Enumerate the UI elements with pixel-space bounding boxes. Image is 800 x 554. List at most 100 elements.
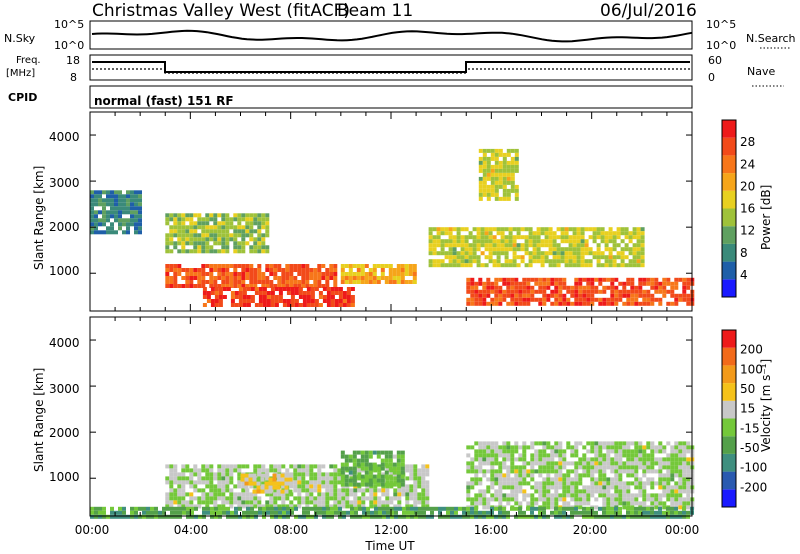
power-cell [578, 297, 583, 302]
power-cell [590, 289, 595, 294]
velocity-cell [337, 468, 342, 473]
power-cell [173, 284, 178, 288]
velocity-cell [273, 464, 278, 469]
power-cell [436, 239, 441, 244]
velocity-cell [478, 497, 483, 502]
velocity-cell [666, 497, 671, 502]
power-cell [286, 287, 291, 291]
velocity-cell [280, 477, 285, 482]
power-cell [500, 247, 505, 252]
power-cell [90, 202, 94, 207]
power-cell [564, 239, 569, 244]
power-cell [478, 184, 483, 189]
nsky-series [91, 29, 693, 43]
power-cell [400, 264, 405, 268]
velocity-cell [546, 514, 550, 519]
power-cell [484, 227, 489, 232]
power-cell [376, 276, 381, 280]
velocity-cell [454, 514, 458, 519]
power-cell [626, 301, 631, 306]
velocity-cell [666, 481, 671, 486]
power-cell [261, 217, 266, 222]
velocity-cell [154, 514, 158, 519]
velocity-cell [385, 480, 390, 485]
power-cell [344, 264, 349, 268]
power-cell [488, 243, 493, 248]
velocity-cell [610, 501, 615, 506]
power-cell [90, 214, 94, 219]
power-cell [428, 251, 433, 256]
power-cell [241, 241, 246, 246]
power-cell [448, 227, 453, 232]
velocity-cell [341, 496, 346, 501]
power-cell [277, 264, 282, 268]
power-cell [564, 247, 569, 252]
velocity-cell [530, 501, 535, 506]
velocity-cell [98, 510, 102, 515]
power-cell [514, 196, 519, 201]
velocity-cell [614, 465, 619, 470]
velocity-cell [340, 474, 345, 479]
power-cell [173, 233, 178, 238]
power-cell [650, 293, 655, 298]
power-ytick-2000: 2000 [49, 220, 80, 234]
velocity-cell [248, 477, 253, 482]
velocity-cell [478, 449, 483, 454]
power-cell [181, 233, 186, 238]
power-cell [528, 263, 533, 268]
velocity-cell [278, 510, 282, 515]
power-cell [642, 297, 647, 302]
velocity-cell [384, 470, 389, 475]
velocity-cell [276, 473, 281, 478]
power-cell [94, 198, 98, 203]
velocity-cell [506, 457, 511, 462]
velocity-cell [193, 468, 198, 473]
velocity-cell [562, 453, 567, 458]
power-cell [488, 259, 493, 264]
velocity-cell [494, 506, 498, 511]
velocity-cell [321, 472, 326, 477]
velocity-cell [618, 457, 623, 462]
velocity-cell [282, 510, 286, 515]
power-cell [502, 196, 507, 201]
power-cell [596, 255, 601, 260]
velocity-cell [333, 500, 338, 505]
velocity-cell [674, 457, 679, 462]
power-cell [189, 217, 194, 222]
velocity-cell [642, 493, 647, 498]
velocity-cell [392, 462, 397, 467]
velocity-cell [630, 469, 635, 474]
power-cell [480, 243, 485, 248]
velocity-cell [193, 484, 198, 489]
power-cell [265, 249, 270, 254]
power-cell [258, 295, 263, 299]
velocity-cell [602, 481, 607, 486]
power-cell [640, 259, 645, 264]
power-cell [640, 255, 645, 260]
velocity-cell [334, 510, 338, 515]
power-cell [444, 251, 449, 256]
velocity-cell [502, 465, 507, 470]
velocity-cell [614, 514, 618, 519]
velocity-swatch [722, 418, 736, 437]
power-cell [177, 241, 182, 246]
velocity-cell [498, 497, 503, 502]
power-cell [686, 281, 691, 286]
power-cell [213, 233, 218, 238]
velocity-cell [610, 449, 615, 454]
power-cell [193, 237, 198, 242]
velocity-cell [253, 484, 258, 489]
power-cell [134, 218, 138, 223]
velocity-cell [478, 457, 483, 462]
power-cell [257, 229, 262, 234]
velocity-cell [409, 504, 414, 509]
velocity-cell [554, 497, 559, 502]
velocity-cell [642, 469, 647, 474]
velocity-cell [392, 466, 397, 471]
velocity-cell [494, 514, 498, 519]
power-cell [209, 229, 214, 234]
velocity-cell [522, 473, 527, 478]
power-cell [213, 284, 218, 288]
velocity-cell [650, 497, 655, 502]
velocity-cell [542, 481, 547, 486]
